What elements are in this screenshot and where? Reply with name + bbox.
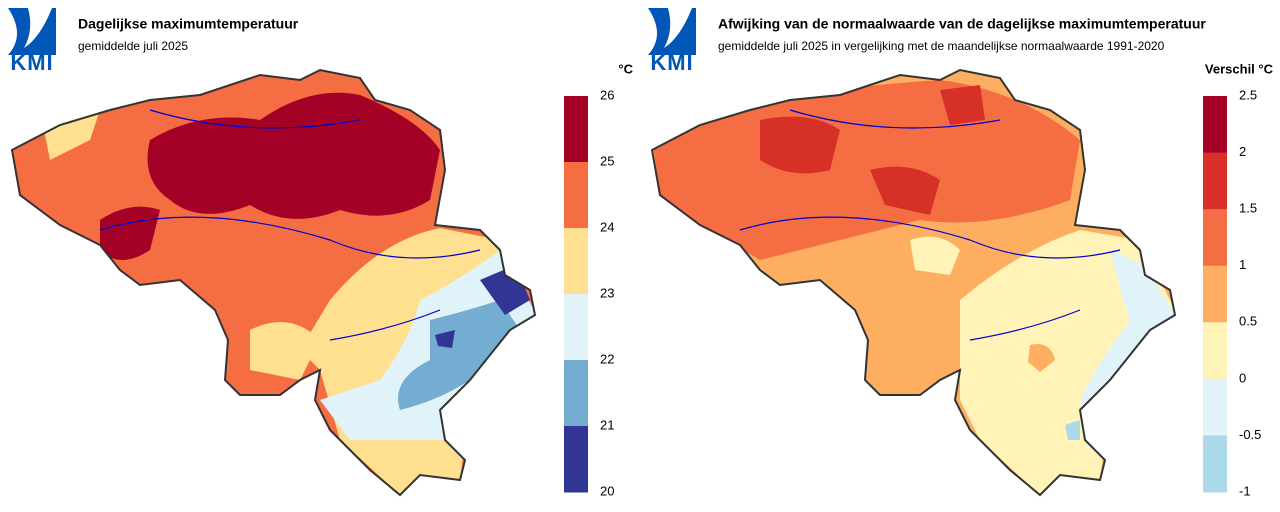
legend-tick-label: -1: [1239, 483, 1251, 498]
panel-left: KMI Dagelijkse maximumtemperatuur gemidd…: [8, 8, 634, 498]
legend-bin: [1203, 378, 1227, 436]
legend-bin: [1203, 152, 1227, 210]
logo-text: KMI: [650, 50, 693, 75]
legend-bin: [564, 96, 588, 163]
legend-tick-label: 1: [1239, 257, 1246, 272]
legend-tick-label: 21: [600, 417, 614, 432]
legend-tick-label: 22: [600, 351, 614, 366]
legend-tick-label: 0.5: [1239, 314, 1257, 329]
legend-bin: [564, 294, 588, 361]
legend-tick-label: 25: [600, 153, 614, 168]
rivers: [99, 109, 481, 341]
legend: Verschil °C 2.5 2 1.5 1 0.5 0 -0.5 -1: [1203, 61, 1274, 498]
legend-bin: [1203, 265, 1227, 323]
logo-mark: [8, 8, 56, 55]
legend-tick-label: -0.5: [1239, 427, 1261, 442]
legend-tick-label: 26: [600, 87, 614, 102]
panel-right: KMI Afwijking van de normaalwaarde van d…: [648, 8, 1274, 498]
legend: °C 26 25 24 23 22 21 20: [564, 61, 634, 498]
legend-tick-label: 23: [600, 285, 614, 300]
legend-bin: [1203, 322, 1227, 380]
legend-tick-label: 20: [600, 483, 614, 498]
legend-tick-label: 2: [1239, 144, 1246, 159]
legend-tick-label: 2.5: [1239, 87, 1257, 102]
legend-bin: [564, 228, 588, 295]
logo-mark: [648, 8, 696, 55]
map: [12, 70, 535, 495]
logo-text: KMI: [10, 50, 53, 75]
map: [652, 70, 1175, 495]
title: Afwijking van de normaalwaarde van de da…: [718, 16, 1206, 32]
legend-bin: [1203, 209, 1227, 267]
legend-unit: Verschil °C: [1205, 61, 1274, 76]
legend-bin: [564, 162, 588, 229]
legend-tick-label: 1.5: [1239, 201, 1257, 216]
legend-bin: [564, 360, 588, 427]
legend-bin: [564, 426, 588, 493]
legend-unit: °C: [618, 61, 633, 76]
legend-bin: [1203, 96, 1227, 154]
title: Dagelijkse maximumtemperatuur: [78, 16, 299, 32]
legend-tick-label: 24: [600, 219, 614, 234]
subtitle: gemiddelde juli 2025 in vergelijking met…: [718, 39, 1165, 53]
legend-bin: [1203, 435, 1227, 493]
legend-tick-label: 0: [1239, 370, 1246, 385]
rivers: [739, 109, 1121, 341]
subtitle: gemiddelde juli 2025: [78, 39, 188, 53]
